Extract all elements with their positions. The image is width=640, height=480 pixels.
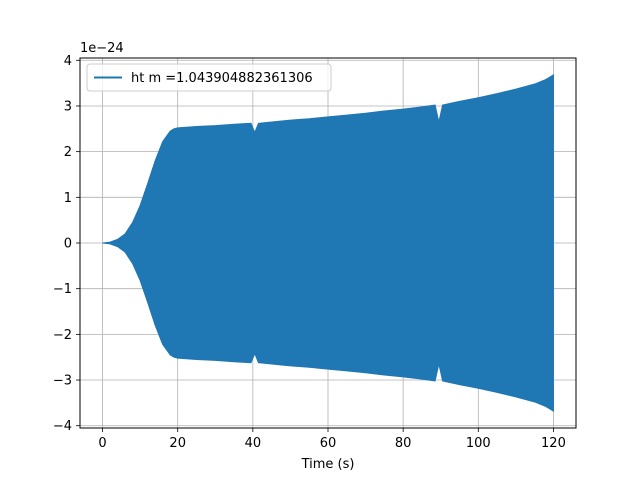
y-tick-label: 3	[64, 99, 72, 114]
y-axis-ticks: −4 −3 −2 −1 0 1 2 3 4	[53, 54, 80, 434]
x-tick-label: 100	[466, 436, 491, 451]
y-tick-label: −4	[53, 419, 72, 434]
legend-box	[86, 63, 332, 92]
x-tick-label: 60	[320, 436, 337, 451]
y-tick-label: 2	[64, 145, 72, 160]
x-tick-label: 20	[169, 436, 186, 451]
x-axis-label: Time (s)	[301, 457, 355, 472]
y-offset-label: 1e−24	[80, 41, 124, 56]
x-tick-label: 120	[541, 436, 566, 451]
legend: ht m =1.043904882361306	[86, 63, 332, 92]
legend-entry-label: ht m =1.043904882361306	[131, 71, 313, 86]
y-tick-label: −3	[53, 374, 72, 389]
x-tick-label: 40	[245, 436, 262, 451]
x-tick-label: 80	[395, 436, 412, 451]
y-tick-label: 4	[64, 54, 72, 69]
y-tick-label: −1	[53, 282, 72, 297]
y-tick-label: −2	[53, 328, 72, 343]
x-tick-label: 0	[98, 436, 106, 451]
series-fill-ht-m	[102, 74, 554, 412]
data-series	[102, 74, 554, 412]
y-tick-label: 0	[64, 237, 72, 252]
x-axis-ticks: 0 20 40 60 80 100 120	[98, 428, 566, 451]
y-tick-label: 1	[64, 191, 72, 206]
